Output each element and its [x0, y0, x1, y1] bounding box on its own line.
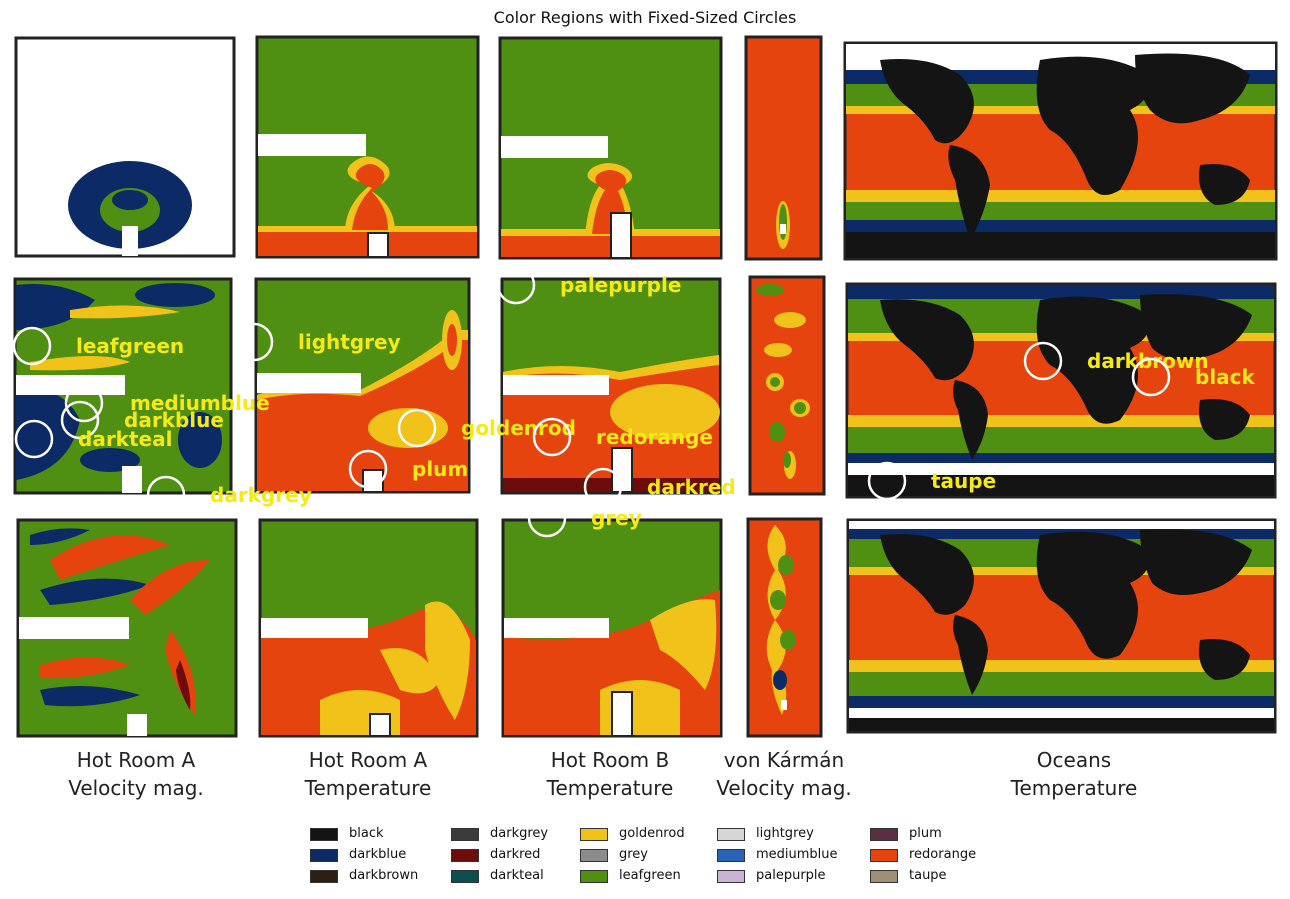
- annotation-circle-plum: [348, 449, 388, 489]
- annotation-circle-darkbrown: [1023, 341, 1063, 381]
- column-label-line1: Hot Room B: [550, 748, 670, 772]
- annotation-circle-leafgreen: [12, 326, 52, 366]
- legend-label: goldenrod: [619, 826, 685, 841]
- annotation-label-darkred: darkred: [647, 475, 736, 499]
- legend-swatch: [451, 849, 479, 862]
- panel-r1c5: [843, 41, 1278, 261]
- annotation-label-plum: plum: [412, 457, 468, 481]
- legend-label: darkblue: [349, 847, 407, 862]
- column-label-hot-room-b-temperature: Hot Room B Temperature: [510, 746, 710, 802]
- panel-r3c2: [258, 518, 479, 738]
- annotation-circle-darkteal: [14, 419, 54, 459]
- annotation-label-leafgreen: leafgreen: [76, 334, 184, 358]
- column-label-line1: von Kármán: [723, 748, 845, 772]
- annotation-circle-grey: [527, 498, 567, 538]
- panel-r2c3: [500, 277, 722, 495]
- annotation-label-darkblue: darkblue: [124, 408, 224, 432]
- annotation-label-black: black: [1195, 365, 1256, 389]
- annotation-label-taupe: taupe: [931, 469, 996, 493]
- column-label-line2: Velocity mag.: [68, 776, 204, 800]
- column-label-hot-room-a-temperature: Hot Room A Temperature: [268, 746, 468, 802]
- column-label-oceans-temperature: Oceans Temperature: [974, 746, 1174, 802]
- panel-r2c4: [748, 275, 826, 496]
- panel-r3c3: [501, 518, 723, 738]
- legend-swatch: [870, 870, 898, 883]
- annotation-circle-black: [1131, 357, 1171, 397]
- legend-label: lightgrey: [756, 826, 814, 841]
- annotation-circle-lightgrey: [234, 322, 274, 362]
- annotation-label-redorange: redorange: [596, 425, 713, 449]
- annotation-label-lightgrey: lightgrey: [298, 330, 401, 354]
- column-label-line1: Hot Room A: [76, 748, 196, 772]
- legend-swatch: [717, 828, 745, 841]
- panel-r1c4: [744, 35, 823, 261]
- annotation-circle-darkred: [583, 467, 623, 507]
- legend-swatch: [451, 870, 479, 883]
- panel-r1c3: [498, 36, 723, 260]
- legend-label: leafgreen: [619, 868, 681, 883]
- legend-label: black: [349, 826, 384, 841]
- annotation-label-darkbrown: darkbrown: [1087, 349, 1209, 373]
- panel-r2c5: [845, 282, 1277, 499]
- annotation-circle-palepurple: [496, 265, 536, 305]
- legend-swatch: [451, 828, 479, 841]
- legend-label: darkgrey: [490, 826, 549, 841]
- legend-swatch: [717, 870, 745, 883]
- column-label-line1: Hot Room A: [308, 748, 428, 772]
- legend-swatch: [870, 828, 898, 841]
- legend-swatch: [580, 849, 608, 862]
- panel-r3c1: [16, 518, 238, 738]
- column-label-line1: Oceans: [1036, 748, 1112, 772]
- legend-swatch: [580, 828, 608, 841]
- annotation-label-darkteal: darkteal: [78, 427, 172, 451]
- legend-label: plum: [909, 826, 942, 841]
- legend-swatch: [310, 870, 338, 883]
- panel-r3c4: [746, 517, 823, 738]
- annotation-label-mediumblue: mediumblue: [130, 391, 270, 415]
- annotation-circle-taupe: [867, 461, 907, 501]
- annotation-circle-darkblue: [60, 400, 100, 440]
- column-label-line2: Temperature: [304, 776, 432, 800]
- legend-label: palepurple: [756, 868, 826, 883]
- legend-swatch: [310, 849, 338, 862]
- legend-swatch: [717, 849, 745, 862]
- annotation-circle-mediumblue: [64, 383, 104, 423]
- panel-r2c1: [13, 277, 233, 495]
- annotation-label-palepurple: palepurple: [560, 273, 681, 297]
- panel-r3c5: [846, 518, 1277, 734]
- figure-title: Color Regions with Fixed-Sized Circles: [493, 8, 797, 27]
- legend-label: darkred: [490, 847, 541, 862]
- legend-label: grey: [619, 847, 649, 862]
- legend-label: mediumblue: [756, 847, 838, 862]
- column-label-von-karman-velocity: von Kármán Velocity mag.: [694, 746, 874, 802]
- annotation-label-darkgrey: darkgrey: [210, 483, 312, 507]
- annotation-label-grey: grey: [591, 506, 642, 530]
- column-label-line2: Velocity mag.: [716, 776, 852, 800]
- panel-r1c2: [255, 35, 480, 259]
- legend-swatch: [870, 849, 898, 862]
- legend-label: redorange: [909, 847, 977, 862]
- panel-r1c1: [14, 36, 236, 258]
- panel-r2c2: [254, 277, 471, 494]
- annotation-circle-goldenrod: [397, 408, 437, 448]
- annotation-circle-redorange: [532, 417, 572, 457]
- column-label-line2: Temperature: [1010, 776, 1138, 800]
- legend-label: darkbrown: [349, 868, 419, 883]
- legend-swatch: [580, 870, 608, 883]
- legend-label: taupe: [909, 868, 947, 883]
- column-label-line2: Temperature: [546, 776, 674, 800]
- legend-label: darkteal: [490, 868, 544, 883]
- annotation-circle-darkgrey: [146, 475, 186, 515]
- column-label-hot-room-a-velocity: Hot Room A Velocity mag.: [36, 746, 236, 802]
- legend-swatch: [310, 828, 338, 841]
